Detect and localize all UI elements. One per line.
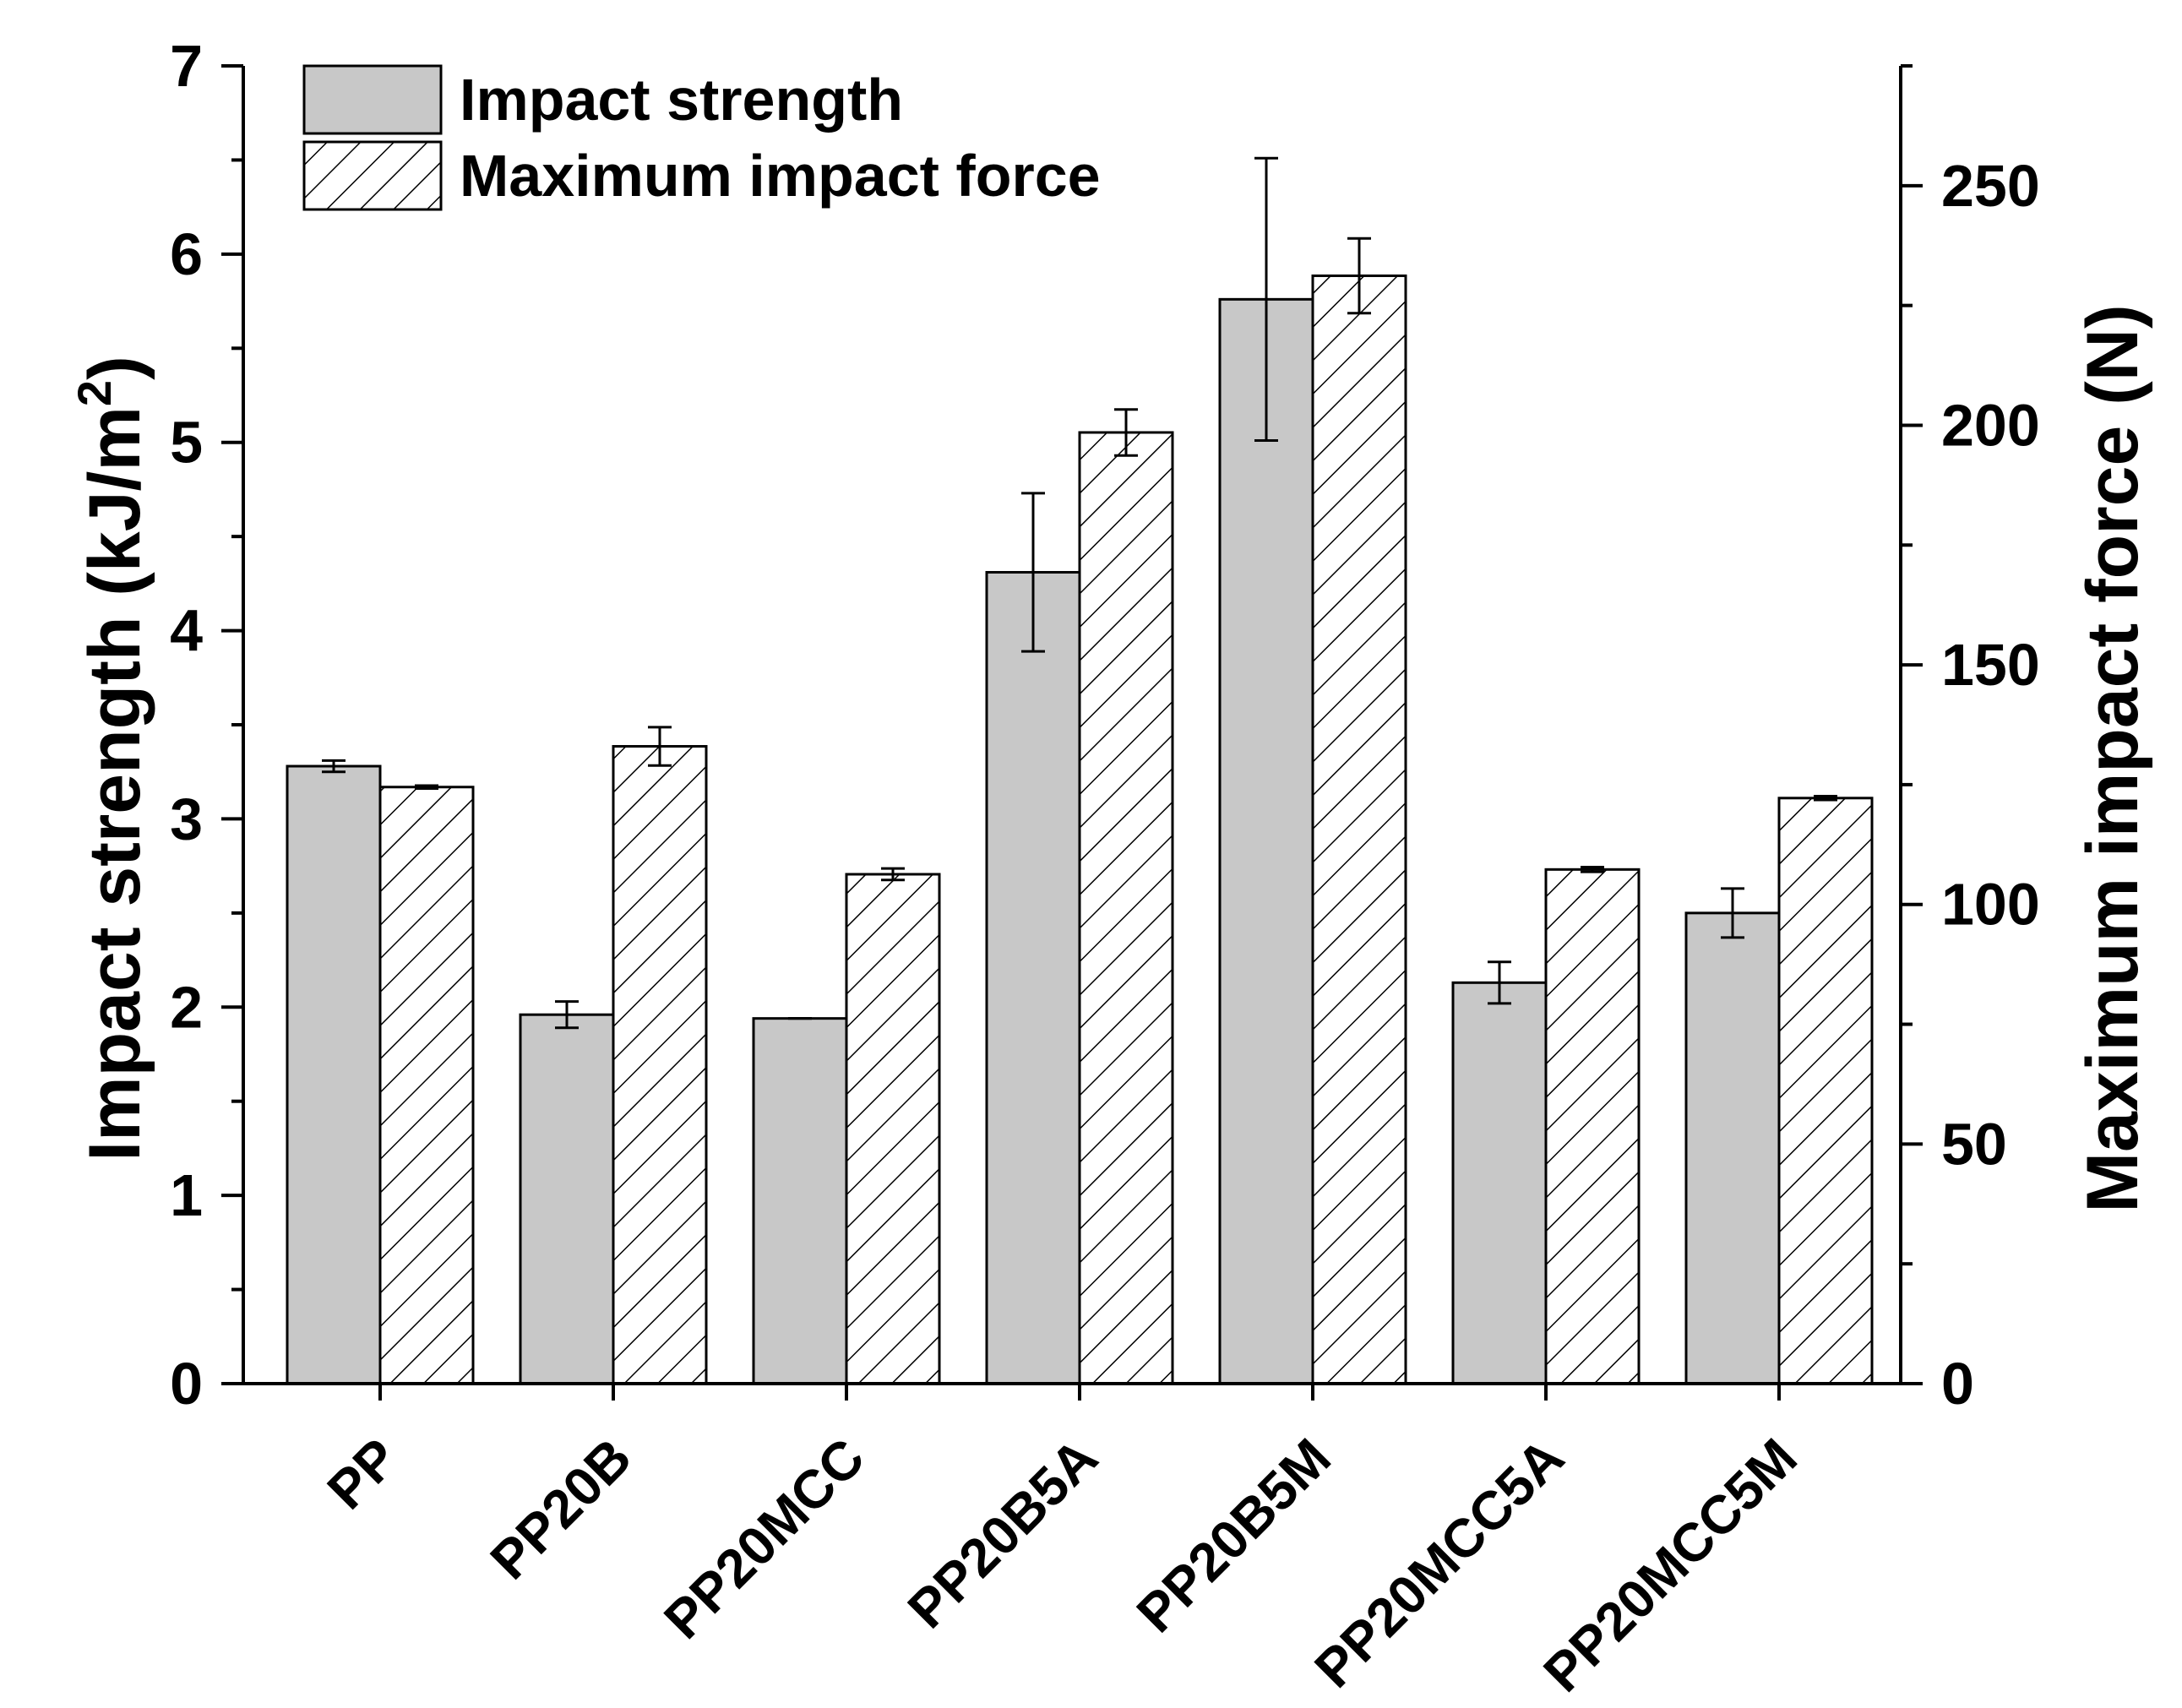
error-bar — [1347, 237, 1371, 315]
max-force-bar-pp20b5m — [1311, 274, 1407, 1385]
legend-swatch-max-force — [302, 140, 443, 211]
right-axis-title: Maximum impact force (N) — [2072, 304, 2153, 1212]
left-axis-title-superscript: 2 — [68, 380, 121, 406]
error-bar — [1581, 865, 1604, 873]
left-tick-label: 7 — [170, 33, 203, 99]
right-tick-label: 0 — [1941, 1351, 1974, 1417]
impact-strength-bar-pp — [286, 764, 382, 1385]
max-force-bar-pp20mcc — [845, 873, 941, 1385]
left-axis-title-close: ) — [74, 356, 155, 380]
left-axis-title: Impact strength (kJ/m2) — [68, 356, 155, 1161]
axes-layer — [221, 64, 1923, 1401]
right-tick-label: 250 — [1941, 153, 2040, 219]
x-tick-label-pp20b5a: PP20B5A — [896, 1427, 1109, 1640]
error-bar — [1021, 492, 1045, 653]
error-bar — [881, 867, 905, 882]
left-tick-label: 4 — [170, 598, 203, 664]
max-force-bar-pp20mcc5m — [1777, 797, 1874, 1385]
left-tick-label: 3 — [170, 786, 203, 851]
error-bar — [1721, 887, 1744, 939]
impact-strength-bar-pp20b5m — [1218, 297, 1314, 1385]
impact-strength-bar-pp20mcc5a — [1451, 981, 1548, 1385]
error-bar — [1814, 795, 1837, 802]
impact-strength-bar-pp20b5a — [985, 570, 1081, 1385]
error-bar — [1114, 408, 1138, 457]
right-tick-label: 150 — [1941, 632, 2040, 698]
bars-layer — [286, 156, 1874, 1385]
max-force-bar-pp20b5a — [1078, 431, 1174, 1385]
error-bar — [322, 759, 346, 774]
error-bar — [648, 726, 672, 767]
error-bar — [1488, 960, 1511, 1005]
left-tick-label: 0 — [170, 1351, 203, 1417]
x-tick-label-pp: PP — [316, 1427, 410, 1520]
error-bar — [415, 784, 438, 790]
legend-label-max-force: Maximum impact force — [460, 143, 1101, 209]
legend-swatch-impact-strength — [302, 64, 443, 135]
error-bar — [1254, 156, 1278, 442]
right-tick-label: 100 — [1941, 872, 2040, 938]
impact-strength-bar-pp20mcc — [752, 1017, 848, 1385]
max-force-bar-pp20b — [612, 745, 708, 1385]
error-bar — [555, 1000, 579, 1030]
legend: Impact strength Maximum impact force — [302, 64, 1101, 211]
x-tick-label-pp20b: PP20B — [479, 1427, 643, 1591]
left-tick-label: 2 — [170, 974, 203, 1040]
max-force-bar-pp20mcc5a — [1544, 868, 1641, 1385]
impact-strength-bar-pp20mcc5m — [1684, 911, 1781, 1385]
left-tick-label: 5 — [170, 410, 203, 476]
right-tick-label: 50 — [1941, 1111, 2007, 1177]
x-tick-label-pp20b5m: PP20B5M — [1125, 1427, 1342, 1644]
x-tick-label-pp20mcc: PP20MCC — [652, 1427, 876, 1651]
legend-label-impact-strength: Impact strength — [460, 67, 903, 133]
impact-strength-bar-pp20b — [519, 1013, 615, 1385]
max-force-bar-pp — [378, 786, 475, 1385]
left-tick-label: 6 — [170, 221, 203, 287]
left-axis-title-text: Impact strength (kJ/m — [74, 406, 155, 1161]
left-tick-label: 1 — [170, 1162, 203, 1228]
right-tick-label: 200 — [1941, 392, 2040, 458]
